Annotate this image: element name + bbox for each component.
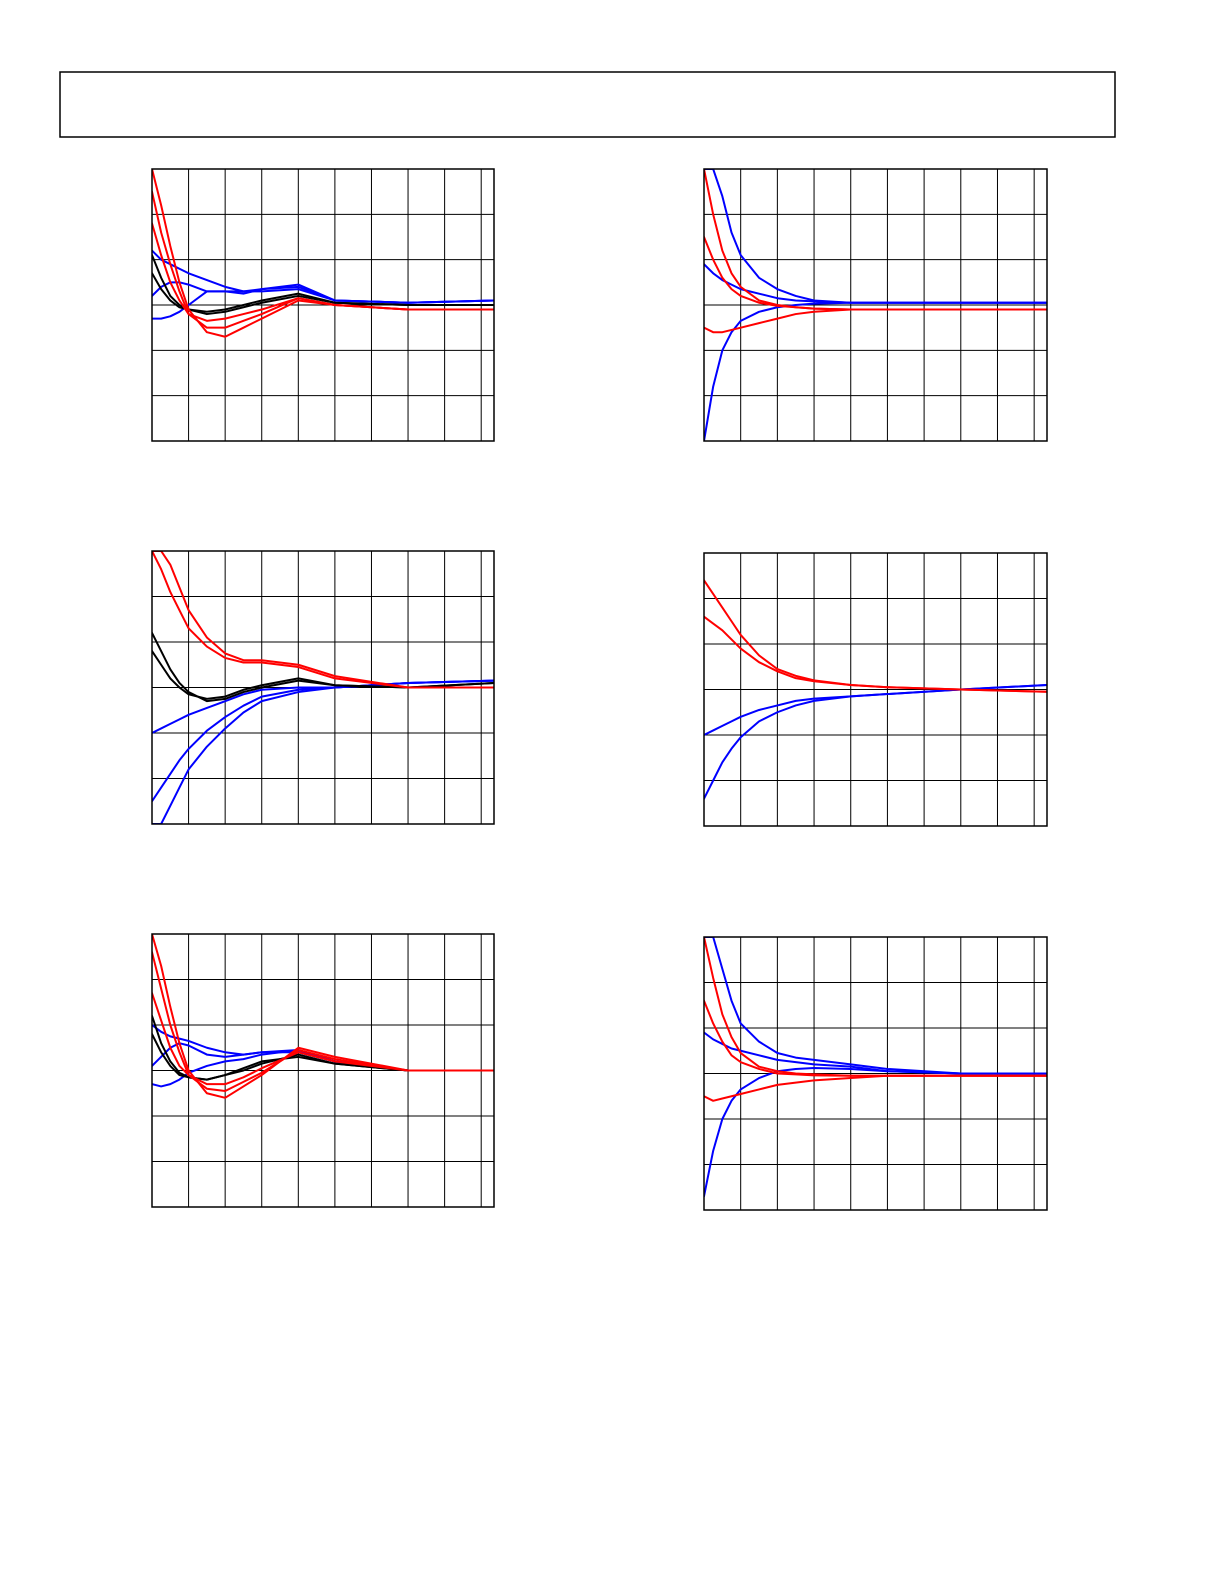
- data-line: [152, 951, 494, 1092]
- plot-area: [704, 937, 1047, 1198]
- plot-area: [704, 169, 1047, 441]
- chart-panel: [151, 550, 495, 825]
- data-line: [152, 272, 494, 313]
- data-line: [152, 934, 494, 1099]
- data-line: [704, 308, 1047, 334]
- chart-panel: [703, 168, 1048, 442]
- data-line: [704, 169, 1047, 304]
- data-line: [152, 551, 494, 689]
- data-line: [152, 679, 494, 824]
- data-line: [152, 992, 494, 1086]
- plot-frame: [151, 168, 495, 442]
- data-line: [152, 1033, 494, 1081]
- chart-panel: [703, 552, 1048, 827]
- data-line: [704, 615, 1047, 693]
- data-line: [152, 650, 494, 700]
- data-line: [152, 1024, 494, 1072]
- plot-frame: [151, 933, 495, 1208]
- data-line: [704, 683, 1047, 736]
- chart-panel: [151, 168, 495, 442]
- data-line: [704, 1074, 1047, 1102]
- plot-area: [152, 934, 494, 1099]
- plot-frame: [703, 168, 1048, 442]
- data-line: [704, 263, 1047, 304]
- plot-area: [152, 551, 494, 824]
- data-line: [704, 937, 1047, 1075]
- plot-area: [152, 169, 494, 338]
- chart-panel: [151, 933, 495, 1208]
- data-line: [152, 222, 494, 322]
- plot-frame: [703, 552, 1048, 827]
- data-line: [704, 1067, 1047, 1198]
- chart-panel: [703, 936, 1048, 1211]
- data-line: [704, 169, 1047, 311]
- data-line: [704, 683, 1047, 800]
- plot-frame: [151, 550, 495, 825]
- plot-frame: [703, 936, 1048, 1211]
- plot-area: [704, 579, 1047, 800]
- data-line: [704, 1031, 1047, 1075]
- data-line: [152, 551, 494, 689]
- header-box: [59, 71, 1116, 138]
- data-line: [704, 579, 1047, 693]
